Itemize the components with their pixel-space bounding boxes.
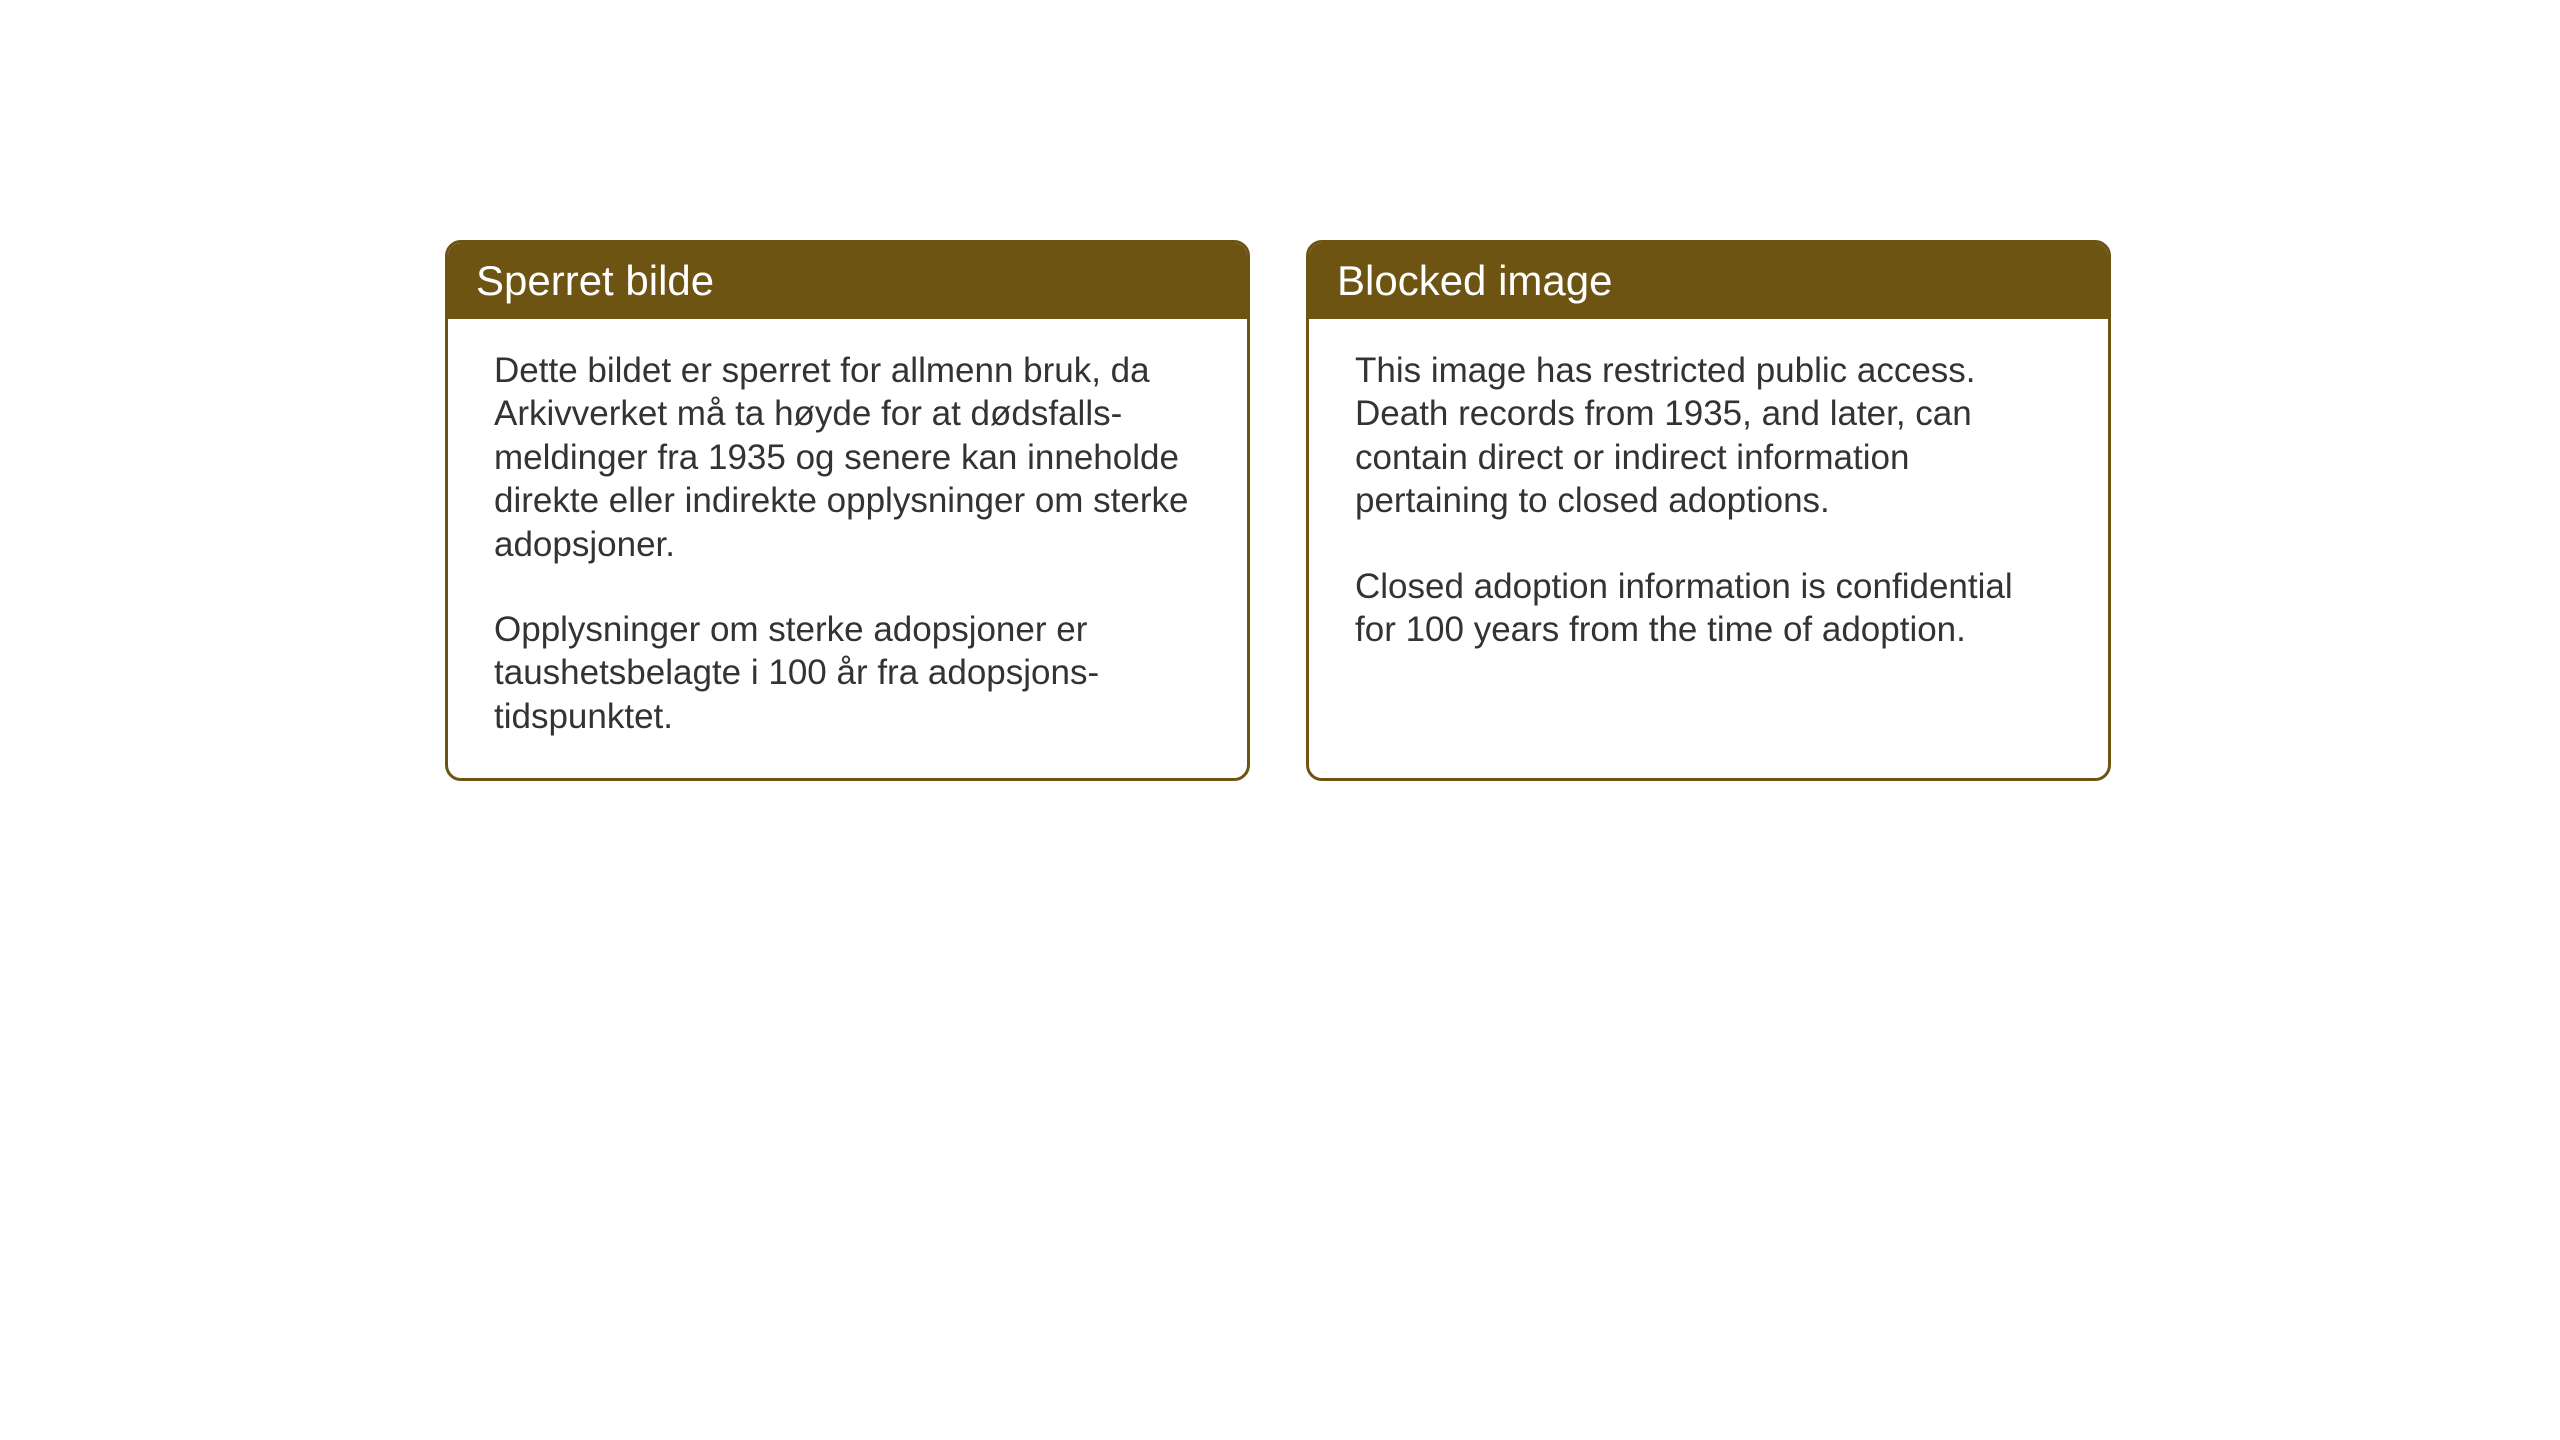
notice-card-norwegian: Sperret bilde Dette bildet er sperret fo… [445, 240, 1250, 781]
card-title: Blocked image [1337, 257, 1612, 304]
card-header: Blocked image [1309, 243, 2108, 319]
card-paragraph: Opplysninger om sterke adopsjoner er tau… [494, 608, 1201, 738]
card-paragraph: This image has restricted public access.… [1355, 349, 2062, 523]
notice-card-english: Blocked image This image has restricted … [1306, 240, 2111, 781]
card-body: This image has restricted public access.… [1309, 319, 2108, 691]
notice-container: Sperret bilde Dette bildet er sperret fo… [445, 240, 2111, 781]
card-header: Sperret bilde [448, 243, 1247, 319]
card-body: Dette bildet er sperret for allmenn bruk… [448, 319, 1247, 778]
card-paragraph: Closed adoption information is confident… [1355, 565, 2062, 652]
card-title: Sperret bilde [476, 257, 714, 304]
card-paragraph: Dette bildet er sperret for allmenn bruk… [494, 349, 1201, 566]
